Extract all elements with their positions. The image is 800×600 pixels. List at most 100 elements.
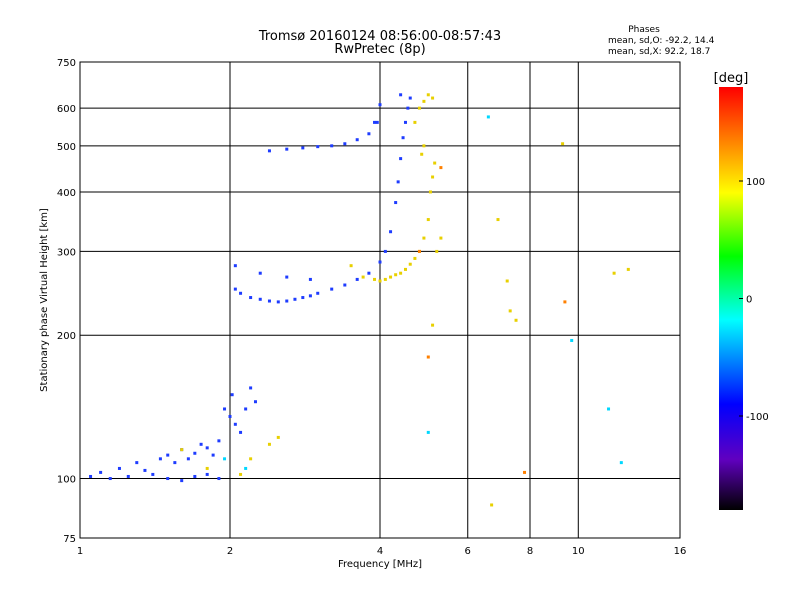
data-point — [108, 477, 112, 481]
colorbar-tick-label: 100 — [746, 177, 765, 188]
data-point — [439, 236, 443, 240]
data-point — [285, 275, 289, 279]
data-point — [431, 96, 435, 100]
data-point — [396, 180, 400, 184]
data-point — [373, 120, 377, 124]
data-point — [343, 142, 347, 146]
data-point — [239, 430, 243, 434]
data-point — [308, 277, 312, 281]
data-point — [417, 106, 421, 110]
data-point — [117, 466, 121, 470]
data-point — [408, 96, 412, 100]
data-point — [239, 291, 243, 295]
data-point — [439, 166, 443, 170]
data-point — [233, 287, 237, 291]
data-point — [211, 453, 215, 457]
data-point — [383, 277, 387, 281]
data-point — [233, 422, 237, 426]
chart-subtitle: RwPretec (8p) — [334, 42, 425, 57]
data-point — [508, 309, 512, 313]
data-point — [330, 144, 334, 148]
data-point — [205, 446, 209, 450]
data-point — [367, 271, 371, 275]
stats-x-line: mean, sd,X: 92.2, 18.7 — [608, 47, 710, 57]
data-point — [233, 264, 237, 268]
data-point — [514, 318, 518, 322]
y-tick-label: 750 — [57, 58, 76, 69]
x-tick-label: 4 — [377, 546, 383, 557]
data-point — [431, 175, 435, 179]
x-axis-label: Frequency [MHz] — [338, 559, 422, 570]
data-point — [426, 355, 430, 359]
data-point — [301, 146, 305, 150]
y-tick-label: 200 — [57, 331, 76, 342]
axis-layer: 1 2 4 6 8 10 16 75 100 200 300 400 500 600 750 — [57, 58, 686, 557]
data-point — [166, 453, 170, 457]
data-point — [570, 338, 574, 342]
x-tick-label: 6 — [465, 546, 471, 557]
data-point — [230, 393, 234, 397]
data-point — [151, 472, 155, 476]
data-point — [523, 470, 527, 474]
y-tick-label: 300 — [57, 247, 76, 258]
data-point — [383, 249, 387, 253]
data-point — [612, 271, 616, 275]
data-point — [496, 218, 500, 222]
data-point — [205, 472, 209, 476]
data-point — [193, 451, 197, 455]
data-point — [417, 249, 421, 253]
data-points — [89, 93, 630, 507]
data-point — [349, 264, 353, 268]
colorbar-ticks: 100 0 -100 — [739, 177, 769, 423]
data-point — [180, 448, 184, 452]
data-point — [217, 439, 221, 443]
data-point — [193, 474, 197, 478]
data-point — [355, 277, 359, 281]
data-point — [276, 300, 280, 304]
data-point — [249, 296, 253, 300]
data-point — [563, 300, 567, 304]
data-point — [276, 435, 280, 439]
colorbar-tick-label: -100 — [746, 412, 769, 423]
data-point — [401, 136, 405, 140]
data-point — [490, 503, 494, 507]
data-point — [413, 120, 417, 124]
data-point — [607, 407, 611, 411]
data-point — [426, 430, 430, 434]
data-point — [316, 145, 320, 149]
y-tick-label: 500 — [57, 142, 76, 153]
data-point — [228, 414, 232, 418]
data-point — [258, 271, 262, 275]
data-point — [378, 260, 382, 264]
data-point — [367, 132, 371, 136]
data-point — [135, 461, 139, 465]
data-point — [285, 147, 289, 151]
x-tick-label: 2 — [227, 546, 233, 557]
stats-o-line: mean, sd,O: -92.2, 14.4 — [608, 36, 715, 46]
data-point — [431, 323, 435, 327]
data-point — [249, 386, 253, 390]
data-point — [180, 479, 184, 483]
data-point — [394, 201, 398, 205]
data-point — [267, 299, 271, 303]
data-point — [399, 157, 403, 161]
data-point — [406, 106, 410, 110]
data-point — [199, 442, 203, 446]
data-point — [330, 287, 334, 291]
data-point — [223, 407, 227, 411]
x-tick-label: 10 — [572, 546, 585, 557]
data-point — [375, 120, 379, 124]
data-point — [249, 457, 253, 461]
data-point — [505, 279, 509, 283]
data-point — [373, 277, 377, 281]
data-point — [403, 120, 407, 124]
data-point — [253, 400, 257, 404]
data-point — [223, 457, 227, 461]
data-point — [217, 477, 221, 481]
data-point — [244, 466, 248, 470]
data-point — [99, 470, 103, 474]
data-point — [258, 297, 262, 301]
y-tick-label: 600 — [57, 104, 76, 115]
data-point — [413, 256, 417, 260]
